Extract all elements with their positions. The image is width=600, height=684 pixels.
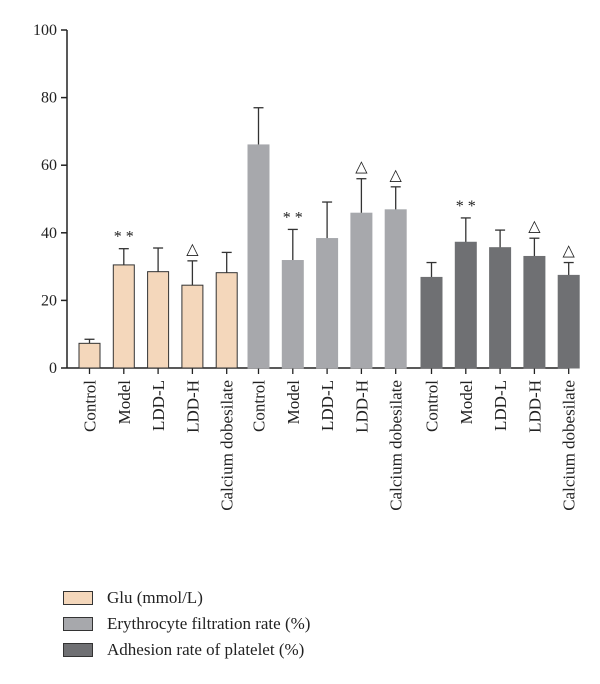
- bar: [523, 255, 546, 369]
- category-label: LDD-H: [352, 380, 371, 433]
- y-tick-label: 60: [41, 157, 57, 174]
- legend-item-erythrocyte: Erythrocyte filtration rate (%): [63, 611, 310, 637]
- y-tick-label: 0: [49, 360, 57, 377]
- significance-mark: * *: [283, 209, 303, 226]
- bar: [147, 271, 170, 369]
- legend-item-glu: Glu (mmol/L): [63, 585, 310, 611]
- significance-mark: △: [563, 243, 576, 260]
- category-label: Model: [457, 380, 476, 425]
- bar: [215, 272, 238, 369]
- bar: [112, 264, 135, 369]
- category-label: LDD-L: [318, 380, 337, 431]
- bar: [247, 144, 270, 369]
- bar: [181, 284, 204, 369]
- bar: [350, 212, 373, 369]
- legend: Glu (mmol/L) Erythrocyte filtration rate…: [63, 585, 310, 663]
- y-tick-label: 20: [41, 292, 57, 309]
- legend-label-erythrocyte: Erythrocyte filtration rate (%): [107, 614, 311, 633]
- significance-mark: △: [186, 241, 199, 258]
- chart-category-labels: Control Model LDD-L LDD-H Calcium dobesilate…: [81, 380, 579, 511]
- bar-chart: 0 20 40 60 80 100 * * △ * * △ △ * * △ △ Control Model…: [33, 22, 580, 511]
- category-label: Control: [250, 380, 269, 432]
- category-label: LDD-L: [491, 380, 510, 431]
- category-label: Model: [115, 380, 134, 425]
- bar: [454, 241, 477, 369]
- bar: [557, 274, 580, 369]
- legend-swatch-erythrocyte: [63, 617, 93, 631]
- legend-label-platelet: Adhesion rate of platelet (%): [107, 640, 305, 659]
- significance-mark: * *: [456, 198, 476, 215]
- category-label: Control: [81, 380, 100, 432]
- bar: [316, 238, 339, 369]
- significance-mark: △: [390, 167, 403, 184]
- significance-mark: △: [528, 218, 541, 235]
- category-label: LDD-H: [183, 380, 202, 433]
- bar: [78, 342, 101, 369]
- legend-item-platelet: Adhesion rate of platelet (%): [63, 637, 310, 663]
- category-label: LDD-L: [149, 380, 168, 431]
- category-label: Control: [423, 380, 442, 432]
- chart-bars: * * △ * * △ △ * * △ △: [78, 107, 580, 369]
- legend-label-glu: Glu (mmol/L): [107, 588, 203, 607]
- bar: [420, 276, 443, 369]
- significance-mark: * *: [114, 229, 134, 246]
- y-tick-label: 80: [41, 90, 57, 107]
- y-tick-label: 100: [33, 22, 57, 39]
- bar: [384, 209, 407, 369]
- legend-swatch-glu: [63, 591, 93, 605]
- legend-swatch-platelet: [63, 643, 93, 657]
- category-label: LDD-H: [525, 380, 544, 433]
- category-label: Calcium dobesilate: [560, 380, 579, 511]
- bar: [281, 260, 304, 369]
- category-label: Model: [284, 380, 303, 425]
- bar: [489, 247, 512, 369]
- significance-mark: △: [355, 159, 368, 176]
- y-tick-label: 40: [41, 225, 57, 242]
- category-label: Calcium dobesilate: [387, 380, 406, 511]
- category-label: Calcium dobesilate: [218, 380, 237, 511]
